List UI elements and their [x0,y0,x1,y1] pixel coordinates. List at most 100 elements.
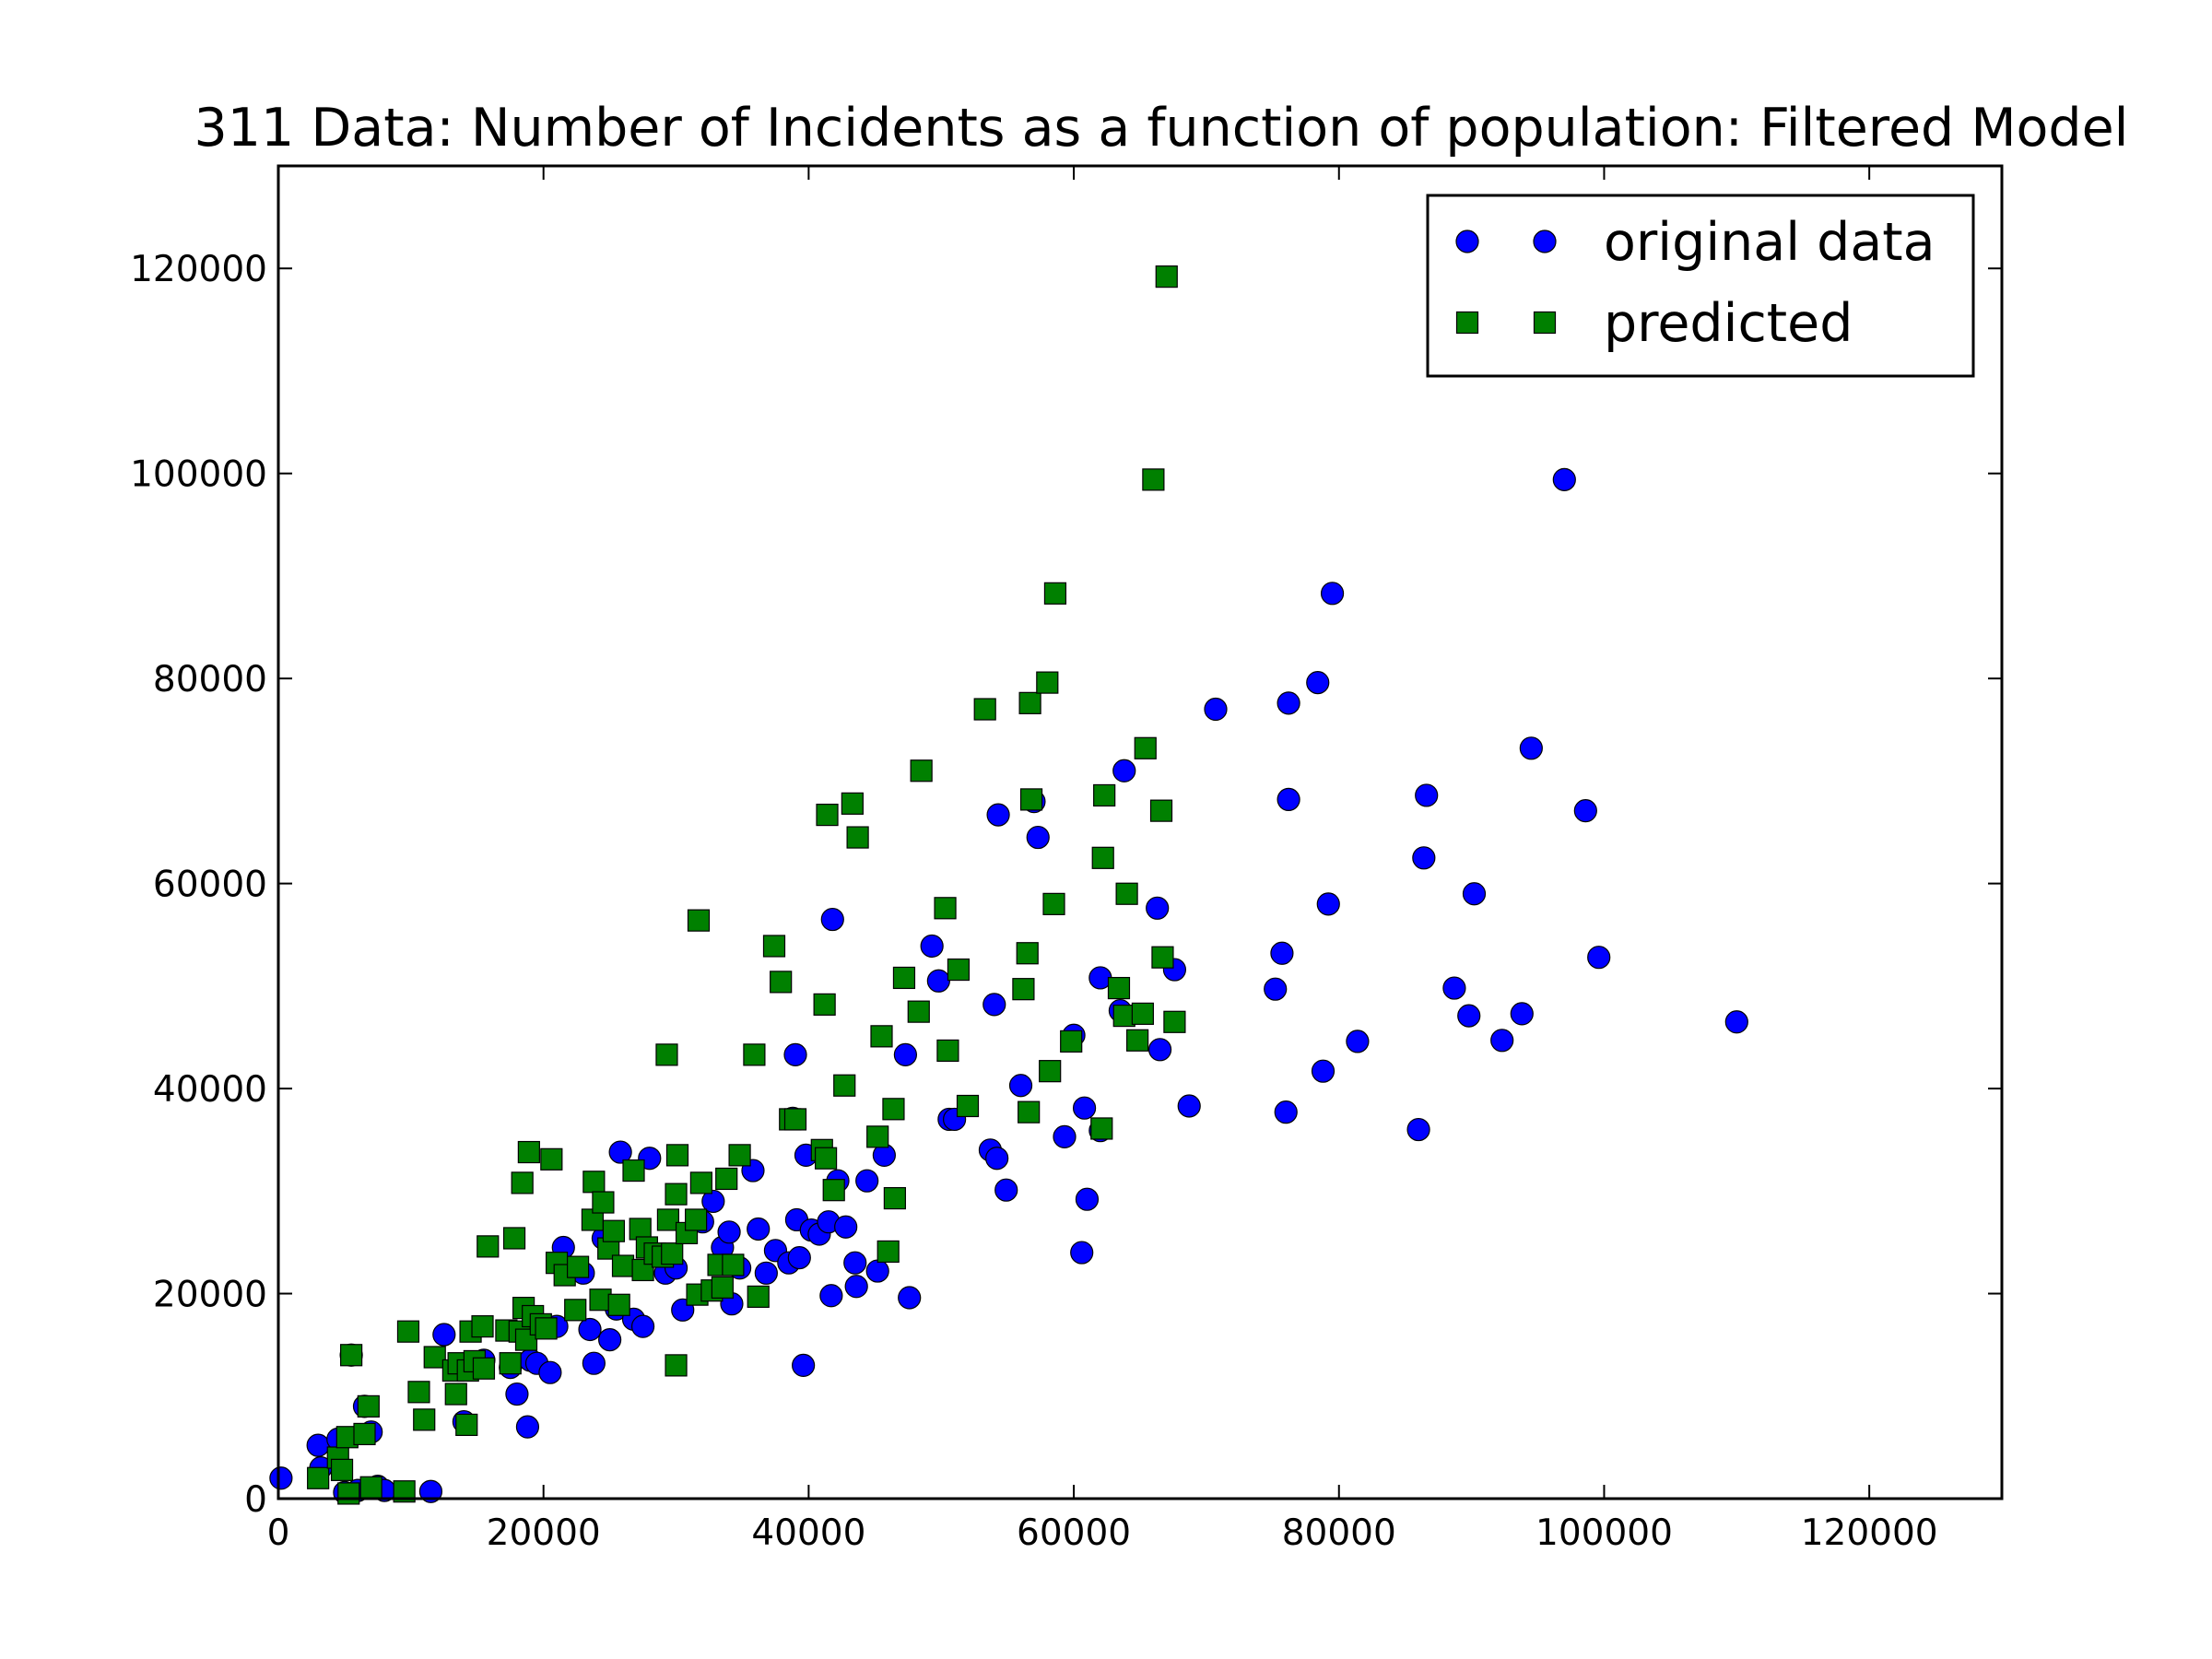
data-point-predicted [502,1227,526,1250]
data-point-predicted [564,1299,587,1322]
data-point-predicted [1016,942,1039,965]
y-tick-label: 80000 [153,659,267,700]
data-point-predicted [511,1171,534,1194]
data-point-original [926,969,950,993]
data-point-original [306,1433,330,1457]
x-tick-label: 20000 [487,1512,601,1554]
data-point-original [819,1284,843,1308]
legend-marker [1455,229,1479,253]
data-point-predicted [611,1254,635,1277]
data-point-predicted [607,1293,630,1316]
data-point-predicted [715,1167,738,1191]
data-point-predicted [1019,788,1043,811]
legend-box [1426,194,1975,378]
data-point-predicted [882,1098,905,1121]
legend-label: predicted [1604,293,1853,354]
chart-title: 311 Data: Number of Incidents as a funct… [194,98,2128,159]
data-point-predicted [665,1354,688,1377]
data-point-predicted [1036,671,1059,694]
data-point-original [1277,787,1300,812]
data-point-original [1320,582,1345,606]
data-point-original [893,1042,917,1066]
data-point-original [1053,1124,1077,1148]
x-tick-label: 40000 [751,1512,865,1554]
y-tick-label: 120000 [130,249,267,290]
data-point-predicted [1131,1002,1154,1025]
data-point-original [754,1261,778,1285]
data-point-original [1457,1004,1481,1028]
data-point-original [1204,697,1228,722]
data-point-predicted [833,1074,856,1097]
data-point-predicted [393,1480,416,1503]
data-point-original [1008,1074,1033,1098]
data-point-predicted [407,1381,430,1404]
data-point-predicted [685,1208,708,1231]
data-point-predicted [1018,691,1041,714]
data-point-original [982,993,1006,1017]
data-point-predicted [1043,582,1067,605]
data-point-predicted [359,1476,382,1499]
axis-ticks: 0 20000 40000 60000 80000 100000 120000 0 20000 4… [130,166,2002,1554]
data-point-original [1264,977,1288,1001]
data-point-predicted [877,1240,900,1264]
data-point-original [578,1317,602,1342]
data-point-predicted [1091,846,1114,869]
data-point-predicted [934,897,957,920]
data-point-predicted [689,1171,712,1194]
x-tick-label: 60000 [1017,1512,1131,1554]
data-point-original [820,907,844,932]
data-point-predicted [661,1242,684,1265]
data-point-original [1177,1094,1201,1118]
legend-marker [1533,229,1557,253]
x-tick-label: 120000 [1801,1512,1938,1554]
data-point-predicted [822,1179,845,1202]
data-point-original [787,1246,811,1270]
data-point-predicted [340,1344,363,1367]
data-point-original [1070,1241,1094,1265]
data-point-original [630,1314,655,1338]
data-point-predicted [1012,978,1035,1001]
data-point-original [505,1382,529,1406]
data-point-predicted [330,1458,354,1481]
data-point-predicted [423,1346,446,1369]
data-point-original [1552,467,1576,491]
x-tick-label: 0 [267,1512,290,1554]
data-point-predicted [1093,783,1116,807]
data-point-original [1724,1010,1748,1034]
data-point-predicted [770,971,793,994]
data-point-predicted [1151,946,1174,969]
legend-marker [1455,311,1479,335]
data-point-predicted [1142,468,1165,491]
data-point-predicted [592,1191,615,1214]
data-point-original [269,1466,293,1490]
data-point-predicted [471,1315,494,1338]
data-point-predicted [1060,1030,1083,1053]
legend: original data predicted [1426,194,1975,378]
data-point-original [1075,1187,1100,1211]
data-point-predicted [747,1285,770,1308]
data-point-original [1277,691,1300,715]
data-point-predicted [444,1382,467,1406]
data-point-original [1270,941,1294,965]
data-point-predicted [1107,976,1131,1000]
data-point-original [1462,882,1487,906]
data-point-original [418,1479,443,1503]
data-point-original [1415,783,1439,807]
data-point-original [1147,1038,1172,1062]
y-tick-label: 40000 [153,1069,267,1111]
data-point-predicted [656,1208,680,1231]
data-point-predicted [936,1039,959,1063]
data-point-original [608,1140,632,1164]
data-point-predicted [499,1352,522,1375]
data-point-original [1072,1096,1097,1120]
data-point-predicted [337,1482,360,1505]
data-point-predicted [1042,892,1065,915]
data-point-original [1112,759,1136,782]
data-point-original [1146,896,1170,920]
data-point-predicted [846,826,869,849]
data-point-predicted [535,1317,558,1340]
data-point-predicted [357,1394,380,1418]
data-point-predicted [665,1182,688,1206]
legend-label: original data [1604,212,1936,273]
